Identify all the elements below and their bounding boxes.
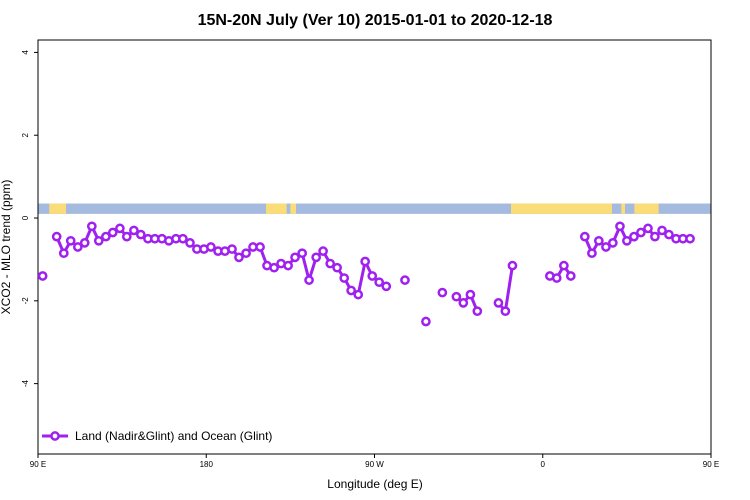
- data-point: [269, 262, 279, 273]
- data-point: [290, 252, 300, 263]
- y-tick-label: -4: [21, 380, 30, 388]
- x-tick-label: 0: [541, 460, 546, 469]
- data-point: [559, 260, 569, 271]
- data-point: [297, 248, 308, 259]
- data-point: [101, 231, 111, 242]
- data-point: [400, 275, 410, 285]
- data-point: [565, 271, 576, 281]
- data-point: [451, 291, 462, 302]
- y-tick-label: 2: [21, 132, 30, 137]
- data-point: [346, 285, 356, 296]
- africa-landmass: [510, 203, 612, 214]
- data-point: [472, 306, 483, 317]
- x-axis-ticks: 90 E 180 90 W 0 90 E: [30, 454, 719, 469]
- ocean-band: [38, 203, 711, 214]
- data-point: [58, 248, 69, 259]
- data-point: [601, 242, 611, 252]
- y-tick-label: 4: [21, 50, 30, 55]
- data-point: [458, 298, 469, 308]
- y-axis-label: XCO2 - MLO trend (ppm): [0, 180, 13, 315]
- data-point: [72, 242, 83, 252]
- data-point: [79, 238, 90, 248]
- x-tick-label: 90 E: [703, 460, 719, 469]
- data-point: [664, 229, 674, 240]
- chart-title: 15N-20N July (Ver 10) 2015-01-01 to 2020…: [198, 12, 553, 29]
- data-point: [465, 289, 476, 300]
- data-point: [622, 235, 632, 246]
- legend-label: Land (Nadir&Glint) and Ocean (Glint): [75, 429, 272, 443]
- data-point: [234, 252, 244, 263]
- data-point: [129, 225, 139, 236]
- data-point: [65, 235, 76, 246]
- data-point: [381, 281, 392, 292]
- data-point: [643, 223, 653, 234]
- x-tick-label: 180: [200, 460, 214, 469]
- data-point: [178, 233, 188, 244]
- data-point: [318, 246, 328, 256]
- land-ocean-band: [38, 203, 711, 214]
- caribbean-landmass: [290, 203, 296, 214]
- data-point: [360, 256, 371, 267]
- data-point: [374, 277, 385, 288]
- data-point: [115, 223, 125, 234]
- data-point: [685, 233, 695, 244]
- arabia-landmass: [621, 203, 626, 214]
- data-point: [500, 306, 511, 317]
- data-point: [579, 231, 590, 242]
- data-point: [227, 244, 237, 254]
- data-point: [325, 258, 336, 269]
- data-point: [241, 248, 251, 259]
- data-point: [367, 271, 378, 281]
- data-point: [421, 316, 431, 327]
- data-point: [255, 242, 265, 252]
- data-point: [283, 260, 293, 271]
- data-point: [339, 273, 350, 283]
- data-point: [353, 289, 364, 300]
- data-point: [185, 238, 195, 248]
- data-point: [135, 229, 146, 240]
- x-axis-label: Longitude (deg E): [327, 477, 422, 491]
- india-landmass: [634, 203, 659, 214]
- data-point: [657, 225, 667, 236]
- data-point: [507, 260, 518, 271]
- data-point: [608, 238, 618, 248]
- data-point: [107, 227, 118, 238]
- data-point: [86, 221, 97, 232]
- legend-marker-swatch: [50, 431, 60, 441]
- y-tick-label: 0: [21, 215, 30, 220]
- data-point: [93, 235, 104, 246]
- data-point: [587, 248, 597, 259]
- data-point: [304, 275, 314, 285]
- y-axis-ticks: 4 2 0 -2 -4: [21, 50, 38, 388]
- data-point: [37, 271, 48, 281]
- data-point: [593, 235, 604, 246]
- data-point: [650, 231, 660, 242]
- mexico-landmass: [266, 203, 287, 214]
- y-tick-label: -2: [21, 297, 30, 305]
- x-tick-label: 90 E: [30, 460, 46, 469]
- data-point: [437, 287, 448, 298]
- data-point: [51, 231, 62, 242]
- data-point: [121, 231, 132, 242]
- data-point: [636, 227, 646, 238]
- data-point: [311, 252, 322, 263]
- data-point: [551, 273, 562, 283]
- data-point: [332, 262, 342, 273]
- data-point: [493, 298, 504, 308]
- legend: Land (Nadir&Glint) and Ocean (Glint): [42, 429, 272, 443]
- data-point: [615, 221, 625, 232]
- asia-landmass: [49, 203, 67, 214]
- data-point: [206, 242, 216, 252]
- x-tick-label: 90 W: [365, 460, 384, 469]
- series-layer: [37, 221, 695, 327]
- data-point: [629, 231, 639, 242]
